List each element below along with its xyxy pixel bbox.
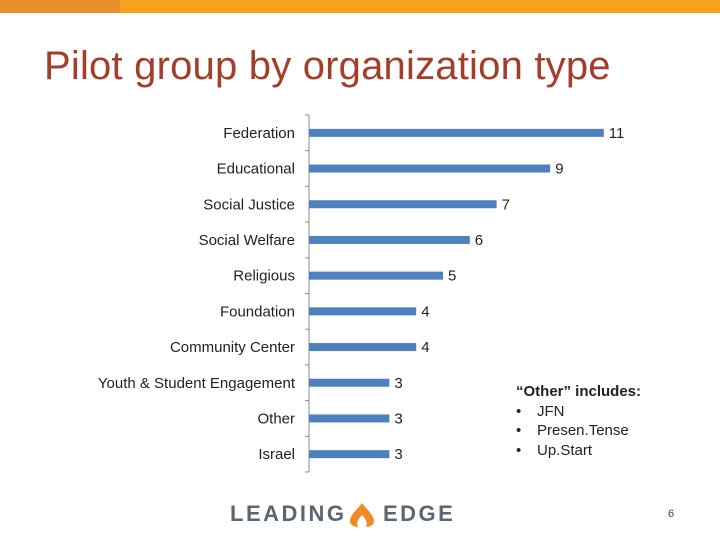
other-includes-note: “Other” includes: JFN Presen.Tense Up.St… bbox=[516, 382, 641, 460]
data-label: 7 bbox=[502, 196, 510, 213]
bar bbox=[309, 307, 417, 316]
note-item: Up.Start bbox=[516, 441, 641, 461]
bar bbox=[309, 450, 390, 459]
flame-icon bbox=[350, 503, 374, 527]
category-label: Community Center bbox=[170, 339, 295, 356]
top-accent-bar-right bbox=[120, 0, 720, 13]
bar bbox=[309, 271, 443, 280]
top-accent-bar bbox=[0, 0, 720, 13]
category-label: Federation bbox=[223, 125, 295, 142]
note-item: JFN bbox=[516, 402, 641, 422]
bar bbox=[309, 343, 417, 352]
data-label: 3 bbox=[394, 410, 402, 427]
data-label: 4 bbox=[421, 303, 429, 320]
data-label: 3 bbox=[394, 446, 402, 463]
logo-word-edge: EDGE bbox=[383, 501, 456, 526]
category-label: Israel bbox=[258, 446, 295, 463]
bar bbox=[309, 235, 470, 244]
leading-edge-logo: LEADING EDGE bbox=[230, 500, 453, 528]
bar bbox=[309, 414, 390, 423]
note-item: Presen.Tense bbox=[516, 421, 641, 441]
category-label: Social Welfare bbox=[199, 232, 295, 249]
bar bbox=[309, 164, 551, 173]
data-label: 5 bbox=[448, 268, 456, 285]
note-heading: “Other” includes: bbox=[516, 383, 642, 400]
data-label: 9 bbox=[555, 161, 563, 178]
bar bbox=[309, 378, 390, 387]
category-label: Youth & Student Engagement bbox=[98, 375, 296, 392]
category-label: Social Justice bbox=[203, 196, 295, 213]
page-number: 6 bbox=[668, 508, 675, 520]
category-label: Foundation bbox=[220, 303, 295, 320]
bar bbox=[309, 128, 604, 137]
slide-title: Pilot group by organization type bbox=[44, 44, 611, 88]
data-label: 6 bbox=[475, 232, 483, 249]
data-label: 11 bbox=[609, 125, 625, 142]
note-list: JFN Presen.Tense Up.Start bbox=[516, 402, 641, 461]
category-label: Educational bbox=[217, 161, 295, 178]
category-label: Other bbox=[257, 410, 295, 427]
logo-word-leading: LEADING bbox=[230, 501, 347, 526]
top-accent-bar-left bbox=[0, 0, 120, 13]
data-label: 3 bbox=[394, 375, 402, 392]
data-label: 4 bbox=[421, 339, 429, 356]
category-label: Religious bbox=[233, 268, 295, 285]
bar bbox=[309, 200, 497, 209]
